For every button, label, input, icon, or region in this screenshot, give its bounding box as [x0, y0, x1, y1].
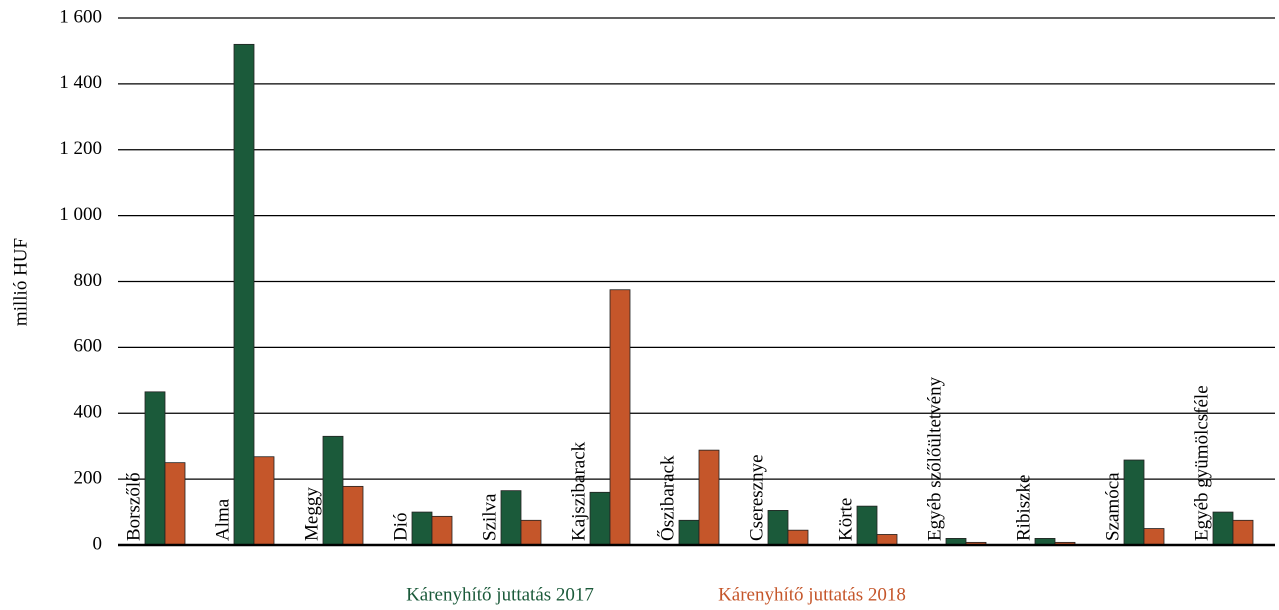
bar [500, 490, 522, 546]
x-tick-label: Borszőlő [123, 472, 144, 541]
bar [431, 515, 453, 546]
bar [876, 534, 898, 546]
bar [787, 529, 809, 546]
x-tick-label: Cseresznye [746, 454, 767, 541]
x-tick-label: Dió [390, 513, 411, 542]
bar [1232, 519, 1254, 546]
bar [589, 491, 611, 546]
bar [698, 449, 720, 546]
x-tick-label: Szilva [479, 493, 500, 541]
bar [322, 435, 344, 546]
bar [520, 519, 542, 546]
legend-entry: Kárenyhítő juttatás 2018 [718, 584, 906, 605]
bar [164, 462, 186, 546]
bar [1212, 511, 1234, 546]
bar [1143, 528, 1165, 546]
bar [678, 519, 700, 546]
bar [1123, 459, 1145, 546]
x-tick-label: Ribiszke [1013, 475, 1034, 542]
x-tick-label: Körte [835, 498, 856, 541]
y-tick-label: 600 [74, 336, 103, 357]
x-tick-label: Meggy [301, 487, 322, 541]
x-tick-label: Alma [212, 498, 233, 541]
bar [233, 43, 255, 546]
bar [856, 505, 878, 546]
bar [342, 485, 364, 546]
bar [411, 511, 433, 546]
bar [253, 456, 275, 546]
y-tick-label: 0 [93, 533, 103, 554]
y-tick-label: 800 [74, 270, 103, 291]
y-tick-label: 400 [74, 402, 103, 423]
bar [144, 391, 166, 546]
x-tick-label: Szamóca [1102, 472, 1123, 541]
y-axis-label: millió HUF [10, 238, 31, 326]
y-tick-label: 1 400 [59, 72, 102, 93]
y-tick-label: 1 000 [59, 204, 102, 225]
y-tick-label: 1 600 [59, 6, 102, 27]
y-tick-label: 1 200 [59, 138, 102, 159]
x-tick-label: Egyéb gyümölcsféle [1191, 385, 1212, 541]
x-tick-label: Egyéb szőlőültetvény [924, 376, 945, 541]
bar [767, 510, 789, 546]
bar [609, 289, 631, 546]
x-tick-label: Kajszibarack [568, 441, 589, 541]
y-tick-label: 200 [74, 467, 103, 488]
x-tick-label: Őszibarack [656, 455, 678, 541]
legend-entry: Kárenyhítő juttatás 2017 [406, 584, 594, 605]
